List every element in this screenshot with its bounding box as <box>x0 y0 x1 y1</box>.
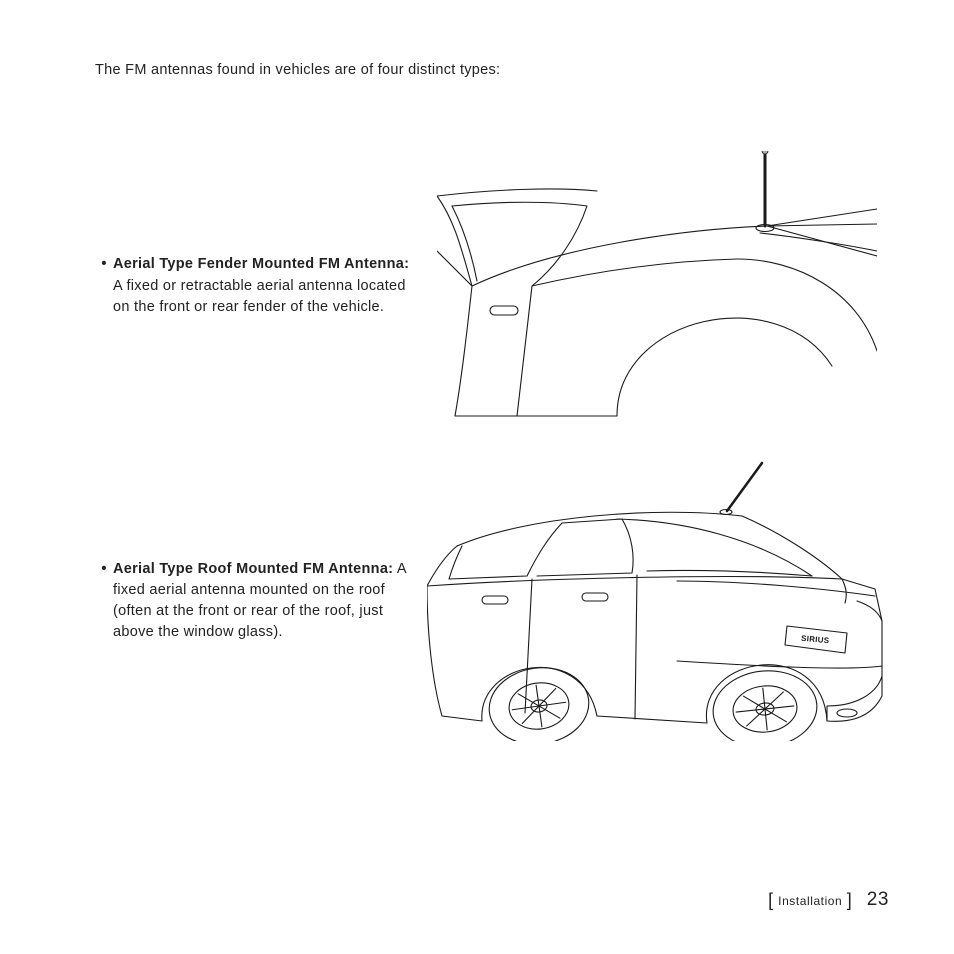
section-fender: • Aerial Type Fender Mounted FM Antenna:… <box>95 151 889 421</box>
footer-section-label: Installation <box>778 894 842 908</box>
figure-fender <box>425 151 889 421</box>
page-footer: [ Installation ] 23 <box>768 886 889 914</box>
car-roof-illustration: SIRIUS <box>427 461 887 741</box>
section-fender-title: Aerial Type Fender Mounted FM Antenna: <box>113 256 409 272</box>
bullet-icon: • <box>95 254 113 317</box>
bullet-body: Aerial Type Roof Mounted FM Antenna: A f… <box>113 559 415 643</box>
car-fender-illustration <box>437 151 877 421</box>
section-fender-text: • Aerial Type Fender Mounted FM Antenna:… <box>95 254 425 317</box>
footer-page-number: 23 <box>867 889 889 910</box>
section-roof: • Aerial Type Roof Mounted FM Antenna: A… <box>95 461 889 741</box>
svg-text:SIRIUS: SIRIUS <box>801 634 830 645</box>
section-roof-text: • Aerial Type Roof Mounted FM Antenna: A… <box>95 559 425 643</box>
bullet-body: Aerial Type Fender Mounted FM Antenna: A… <box>113 254 415 317</box>
bullet-icon: • <box>95 559 113 643</box>
section-roof-title: Aerial Type Roof Mounted FM Antenna: <box>113 561 393 577</box>
figure-roof: SIRIUS <box>425 461 889 741</box>
intro-text: The FM antennas found in vehicles are of… <box>95 60 889 81</box>
section-fender-body: A fixed or retractable aerial antenna lo… <box>113 278 406 315</box>
